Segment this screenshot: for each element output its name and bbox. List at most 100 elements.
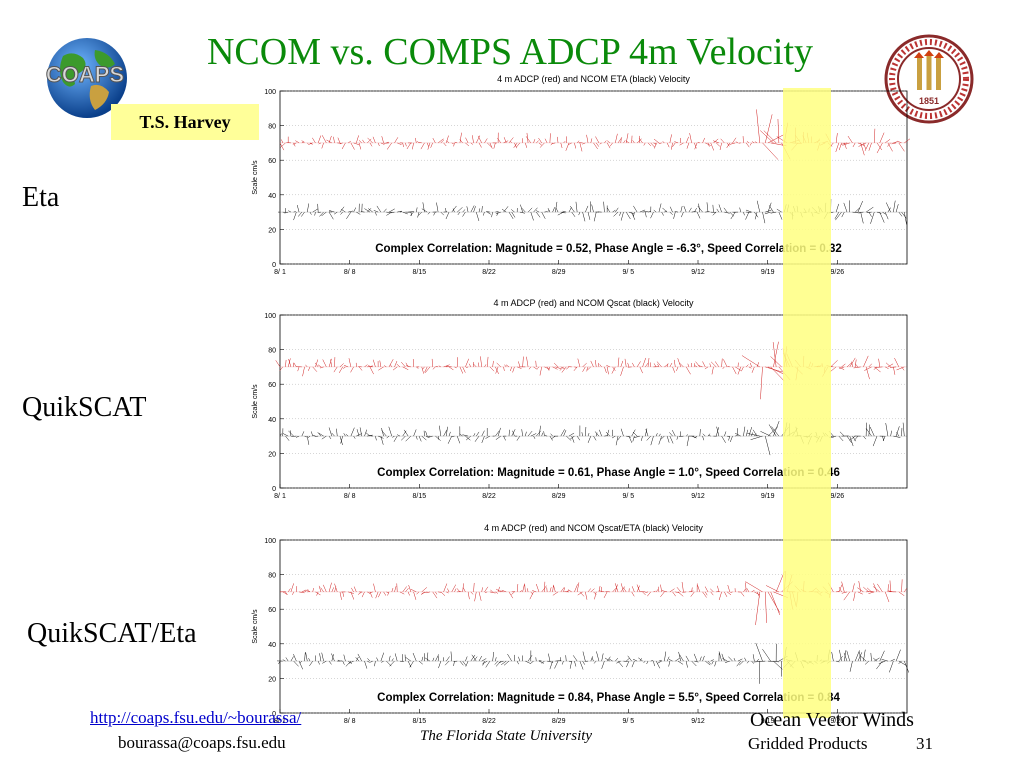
velocity-stick xyxy=(504,364,507,368)
velocity-stick xyxy=(278,660,281,665)
velocity-stick xyxy=(511,209,515,213)
velocity-stick xyxy=(702,361,706,368)
x-tick-label: 9/12 xyxy=(691,493,705,500)
velocity-stick xyxy=(864,660,870,665)
velocity-stick xyxy=(599,364,602,368)
velocity-stick xyxy=(544,138,548,144)
velocity-stick xyxy=(838,655,843,662)
velocity-stick xyxy=(638,657,643,662)
velocity-stick xyxy=(501,589,507,593)
stick-series xyxy=(277,199,907,225)
velocity-stick xyxy=(334,211,338,215)
velocity-stick xyxy=(308,658,311,662)
velocity-stick xyxy=(723,207,728,213)
velocity-stick xyxy=(858,142,867,147)
velocity-stick xyxy=(688,590,694,593)
velocity-stick xyxy=(421,208,428,213)
velocity-stick xyxy=(421,591,428,594)
velocity-stick xyxy=(296,204,300,213)
velocity-stick xyxy=(462,660,467,666)
velocity-stick xyxy=(370,660,373,663)
velocity-stick xyxy=(658,203,662,213)
velocity-stick xyxy=(549,661,553,670)
velocity-stick xyxy=(409,660,414,668)
velocity-stick xyxy=(421,587,428,593)
velocity-stick xyxy=(495,660,501,667)
velocity-stick xyxy=(767,591,781,613)
velocity-stick xyxy=(375,591,379,599)
velocity-stick xyxy=(465,656,468,662)
velocity-stick xyxy=(299,660,302,664)
velocity-stick xyxy=(465,435,471,441)
x-tick-label: 9/19 xyxy=(761,493,775,500)
velocity-stick xyxy=(643,660,646,664)
velocity-stick xyxy=(632,140,635,144)
velocity-stick xyxy=(614,583,619,592)
velocity-stick xyxy=(307,589,311,593)
topic-line-2: Gridded Products xyxy=(748,734,868,753)
velocity-stick xyxy=(658,436,662,445)
velocity-stick xyxy=(735,435,738,437)
velocity-stick xyxy=(345,433,349,437)
velocity-stick xyxy=(410,211,414,216)
velocity-stick xyxy=(478,142,482,148)
velocity-stick xyxy=(541,432,543,437)
velocity-stick xyxy=(467,591,470,600)
velocity-stick xyxy=(859,655,867,662)
velocity-stick xyxy=(538,425,541,437)
velocity-stick xyxy=(517,366,522,369)
velocity-stick xyxy=(653,209,657,213)
velocity-stick xyxy=(549,435,553,441)
velocity-stick xyxy=(547,208,551,213)
coaps-link[interactable]: http://coaps.fsu.edu/~bourassa/ xyxy=(90,708,302,727)
velocity-stick xyxy=(440,591,446,596)
velocity-stick xyxy=(285,657,289,662)
velocity-stick xyxy=(729,211,735,217)
velocity-stick xyxy=(529,591,534,600)
velocity-stick xyxy=(719,142,722,151)
velocity-stick xyxy=(762,212,766,224)
velocity-stick xyxy=(399,660,404,663)
velocity-stick xyxy=(292,142,297,145)
velocity-stick xyxy=(462,366,466,373)
velocity-stick xyxy=(304,652,306,662)
velocity-stick xyxy=(405,657,411,662)
velocity-stick xyxy=(377,142,380,147)
velocity-stick xyxy=(717,585,720,592)
velocity-stick xyxy=(607,140,611,144)
velocity-stick xyxy=(668,661,671,667)
velocity-stick xyxy=(707,433,711,437)
velocity-stick xyxy=(518,361,521,367)
velocity-stick xyxy=(446,591,449,594)
velocity-stick xyxy=(445,365,452,368)
velocity-stick xyxy=(606,429,610,437)
velocity-stick xyxy=(631,661,635,668)
chart-title: 4 m ADCP (red) and NCOM Qscat (black) Ve… xyxy=(494,298,694,308)
velocity-stick xyxy=(776,208,782,213)
velocity-stick xyxy=(885,202,891,213)
velocity-stick xyxy=(586,366,589,370)
velocity-stick xyxy=(699,429,701,437)
x-tick-label: 8/29 xyxy=(552,269,566,276)
velocity-stick xyxy=(342,660,345,665)
velocity-stick xyxy=(350,591,355,600)
velocity-stick xyxy=(522,356,524,367)
velocity-stick xyxy=(439,425,442,437)
velocity-stick xyxy=(508,429,510,437)
velocity-stick xyxy=(484,586,489,593)
velocity-stick xyxy=(301,141,305,144)
velocity-stick xyxy=(298,660,303,670)
velocity-stick xyxy=(893,435,901,438)
velocity-stick xyxy=(615,207,619,213)
velocity-stick xyxy=(615,657,619,662)
velocity-stick xyxy=(456,436,461,444)
velocity-stick xyxy=(438,365,441,368)
velocity-stick xyxy=(576,435,580,441)
x-tick-label: 8/15 xyxy=(413,269,427,276)
velocity-stick xyxy=(632,362,635,368)
x-tick-label: 8/ 8 xyxy=(344,718,356,725)
velocity-stick xyxy=(896,366,905,371)
velocity-stick xyxy=(676,366,679,371)
velocity-stick xyxy=(658,586,660,592)
velocity-stick xyxy=(376,657,379,662)
